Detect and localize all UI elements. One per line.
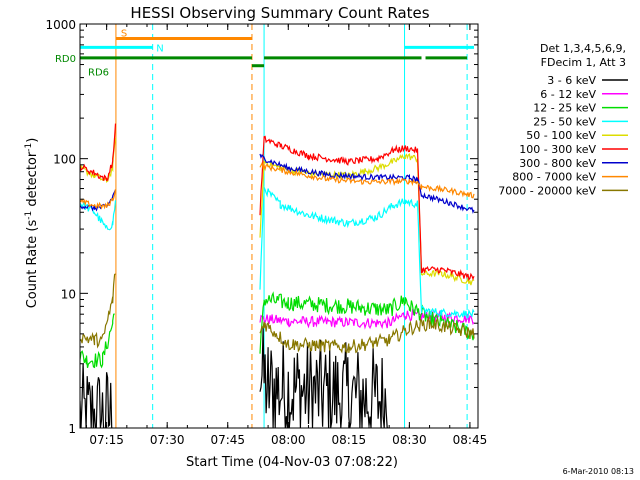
series-line-5	[80, 123, 475, 282]
legend-label-6: 300 - 800 keV	[519, 157, 596, 170]
series-line-2	[80, 291, 475, 369]
x-tick-label-1: 07:30	[150, 433, 185, 447]
legend-label-2: 12 - 25 keV	[533, 102, 596, 115]
legend-header-line-1: Det 1,3,4,5,6,9,	[540, 42, 626, 55]
y-axis-label: Count Rate (s-1 detector-1)	[24, 138, 40, 309]
series-line-7	[80, 161, 475, 210]
y-tick-label-0: 1	[68, 422, 76, 436]
legend-label-0: 3 - 6 keV	[547, 74, 596, 87]
legend-label-5: 100 - 300 keV	[519, 143, 596, 156]
y-tick-label-1: 10	[61, 287, 76, 301]
series-line-0	[80, 326, 390, 428]
legend-label-4: 50 - 100 keV	[526, 129, 596, 142]
state-label-n: N	[156, 43, 163, 54]
legend-label-7: 800 - 7000 keV	[512, 171, 596, 184]
state-label-rd0: RD0	[55, 54, 76, 65]
x-tick-label-5: 08:30	[392, 433, 427, 447]
plot-area	[80, 24, 475, 428]
x-tick-label-6: 08:45	[453, 433, 488, 447]
legend-label-3: 25 - 50 keV	[533, 115, 596, 128]
x-tick-label-4: 08:15	[332, 433, 367, 447]
x-axis-label: Start Time (04-Nov-03 07:08:22)	[186, 455, 398, 470]
series-line-8	[80, 273, 475, 354]
x-tick-label-2: 07:45	[210, 433, 245, 447]
chart-title: HESSI Observing Summary Count Rates	[130, 4, 429, 22]
legend-label-1: 6 - 12 keV	[540, 88, 596, 101]
plot-frame	[79, 23, 479, 429]
y-tick-label-2: 100	[53, 153, 76, 167]
series-line-6	[80, 153, 475, 214]
y-tick-label-3: 1000	[45, 18, 76, 32]
axes: S N RD0 RD6 07:15 07:30 07:45 08:00 08:15 08:30 08…	[45, 18, 487, 447]
series-line-4	[80, 137, 475, 286]
legend: Det 1,3,4,5,6,9, FDecim 1, Att 3 3 - 6 k…	[498, 42, 628, 197]
legend-label-8: 7000 - 20000 keV	[498, 184, 596, 197]
series-line-3	[80, 187, 475, 319]
state-label-s: S	[121, 29, 127, 40]
x-tick-label-0: 07:15	[89, 433, 124, 447]
state-label-rd6: RD6	[88, 68, 109, 79]
legend-header-line-2: FDecim 1, Att 3	[541, 56, 626, 69]
x-tick-label-3: 08:00	[271, 433, 306, 447]
footer-date: 6-Mar-2010 08:13	[563, 467, 634, 476]
